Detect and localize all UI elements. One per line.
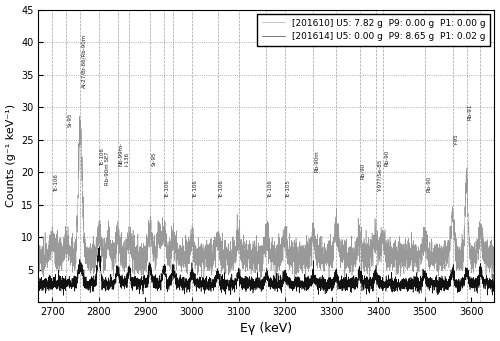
Text: Al-27/Br-86/Rb-90m: Al-27/Br-86/Rb-90m — [82, 33, 86, 88]
Text: Rb-91: Rb-91 — [468, 104, 473, 120]
Text: Rb-90m: Rb-90m — [314, 150, 320, 172]
[201614] U5: 0.00 g  P9: 8.65 g  P1: 0.02 g: (3.13e+03, 1.37): 0.00 g P9: 8.65 g P1: 0.02 g: (3.13e+03,… — [250, 291, 256, 295]
Text: Tc-105: Tc-105 — [286, 180, 292, 198]
Text: Rb-90: Rb-90 — [361, 162, 366, 179]
Line: [201614] U5: 0.00 g  P9: 8.65 g  P1: 0.02 g: [201614] U5: 0.00 g P9: 8.65 g P1: 0.02 … — [38, 247, 494, 295]
Text: Sr-95: Sr-95 — [68, 112, 73, 127]
[201614] U5: 0.00 g  P9: 8.65 g  P1: 0.02 g: (2.67e+03, 3.07): 0.00 g P9: 8.65 g P1: 0.02 g: (2.67e+03,… — [36, 280, 42, 284]
[201614] U5: 0.00 g  P9: 8.65 g  P1: 0.02 g: (2.8e+03, 8.5): 0.00 g P9: 8.65 g P1: 0.02 g: (2.8e+03, … — [96, 245, 102, 249]
Text: Tc-106: Tc-106 — [219, 180, 224, 198]
Text: Y-95: Y-95 — [454, 134, 459, 146]
Text: Rb-90: Rb-90 — [426, 175, 431, 192]
Text: Nb-99m-
I-136: Nb-99m- I-136 — [119, 142, 130, 165]
[201610] U5: 7.82 g  P9: 0.00 g  P1: 0.00 g: (3.24e+03, 5.74): 7.82 g P9: 0.00 g P1: 0.00 g: (3.24e+03,… — [301, 263, 307, 267]
[201610] U5: 7.82 g  P9: 0.00 g  P1: 0.00 g: (3.05e+03, 9.52): 7.82 g P9: 0.00 g P1: 0.00 g: (3.05e+03,… — [211, 238, 217, 242]
Text: Tc-106: Tc-106 — [166, 180, 170, 198]
X-axis label: Eγ (keV): Eγ (keV) — [240, 323, 292, 336]
[201614] U5: 0.00 g  P9: 8.65 g  P1: 0.02 g: (3.05e+03, 3.54): 0.00 g P9: 8.65 g P1: 0.02 g: (3.05e+03,… — [211, 277, 217, 281]
[201610] U5: 7.82 g  P9: 0.00 g  P1: 0.00 g: (3.65e+03, 6.61): 7.82 g P9: 0.00 g P1: 0.00 g: (3.65e+03,… — [492, 257, 498, 261]
Legend: [201610] U5: 7.82 g  P9: 0.00 g  P1: 0.00 g, [201614] U5: 0.00 g  P9: 8.65 g  P1: [201610] U5: 7.82 g P9: 0.00 g P1: 0.00 … — [258, 14, 490, 46]
[201614] U5: 0.00 g  P9: 8.65 g  P1: 0.02 g: (3.24e+03, 2.6): 0.00 g P9: 8.65 g P1: 0.02 g: (3.24e+03,… — [302, 283, 308, 287]
Text: Tc-106: Tc-106 — [100, 148, 105, 165]
[201610] U5: 7.82 g  P9: 0.00 g  P1: 0.00 g: (3.24e+03, 2.58): 7.82 g P9: 0.00 g P1: 0.00 g: (3.24e+03,… — [302, 283, 308, 287]
[201610] U5: 7.82 g  P9: 0.00 g  P1: 0.00 g: (3.13e+03, 6.97): 7.82 g P9: 0.00 g P1: 0.00 g: (3.13e+03,… — [250, 255, 256, 259]
Text: Sr-95: Sr-95 — [152, 151, 156, 165]
[201610] U5: 7.82 g  P9: 0.00 g  P1: 0.00 g: (2.7e+03, 10.1): 7.82 g P9: 0.00 g P1: 0.00 g: (2.7e+03, … — [52, 234, 58, 238]
Text: Rb-90: Rb-90 — [384, 149, 389, 165]
[201614] U5: 0.00 g  P9: 8.65 g  P1: 0.02 g: (3.65e+03, 3.21): 0.00 g P9: 8.65 g P1: 0.02 g: (3.65e+03,… — [492, 279, 498, 283]
Y-axis label: Counts (g⁻¹ keV⁻¹): Counts (g⁻¹ keV⁻¹) — [6, 104, 16, 207]
[201610] U5: 7.82 g  P9: 0.00 g  P1: 0.00 g: (3.27e+03, 7.94): 7.82 g P9: 0.00 g P1: 0.00 g: (3.27e+03,… — [314, 248, 320, 252]
[201610] U5: 7.82 g  P9: 0.00 g  P1: 0.00 g: (2.67e+03, 7.61): 7.82 g P9: 0.00 g P1: 0.00 g: (2.67e+03,… — [36, 251, 42, 255]
Text: Y-97?/Se-85: Y-97?/Se-85 — [377, 159, 382, 192]
[201614] U5: 0.00 g  P9: 8.65 g  P1: 0.02 g: (3.42e+03, 3.01): 0.00 g P9: 8.65 g P1: 0.02 g: (3.42e+03,… — [384, 280, 390, 284]
[201610] U5: 7.82 g  P9: 0.00 g  P1: 0.00 g: (2.76e+03, 28.6): 7.82 g P9: 0.00 g P1: 0.00 g: (2.76e+03,… — [77, 114, 83, 118]
[201610] U5: 7.82 g  P9: 0.00 g  P1: 0.00 g: (3.42e+03, 8): 7.82 g P9: 0.00 g P1: 0.00 g: (3.42e+03,… — [384, 248, 390, 252]
Text: Tc-106: Tc-106 — [268, 180, 273, 198]
[201614] U5: 0.00 g  P9: 8.65 g  P1: 0.02 g: (2.72e+03, 1.02): 0.00 g P9: 8.65 g P1: 0.02 g: (2.72e+03,… — [60, 293, 66, 297]
[201614] U5: 0.00 g  P9: 8.65 g  P1: 0.02 g: (3.27e+03, 3.71): 0.00 g P9: 8.65 g P1: 0.02 g: (3.27e+03,… — [314, 276, 320, 280]
[201614] U5: 0.00 g  P9: 8.65 g  P1: 0.02 g: (2.7e+03, 3.84): 0.00 g P9: 8.65 g P1: 0.02 g: (2.7e+03, … — [52, 275, 58, 279]
Line: [201610] U5: 7.82 g  P9: 0.00 g  P1: 0.00 g: [201610] U5: 7.82 g P9: 0.00 g P1: 0.00 … — [38, 116, 494, 285]
Text: Tc-106: Tc-106 — [194, 180, 198, 198]
Text: Rb-90m SE?: Rb-90m SE? — [105, 152, 110, 185]
Text: Tc-106: Tc-106 — [54, 174, 59, 192]
